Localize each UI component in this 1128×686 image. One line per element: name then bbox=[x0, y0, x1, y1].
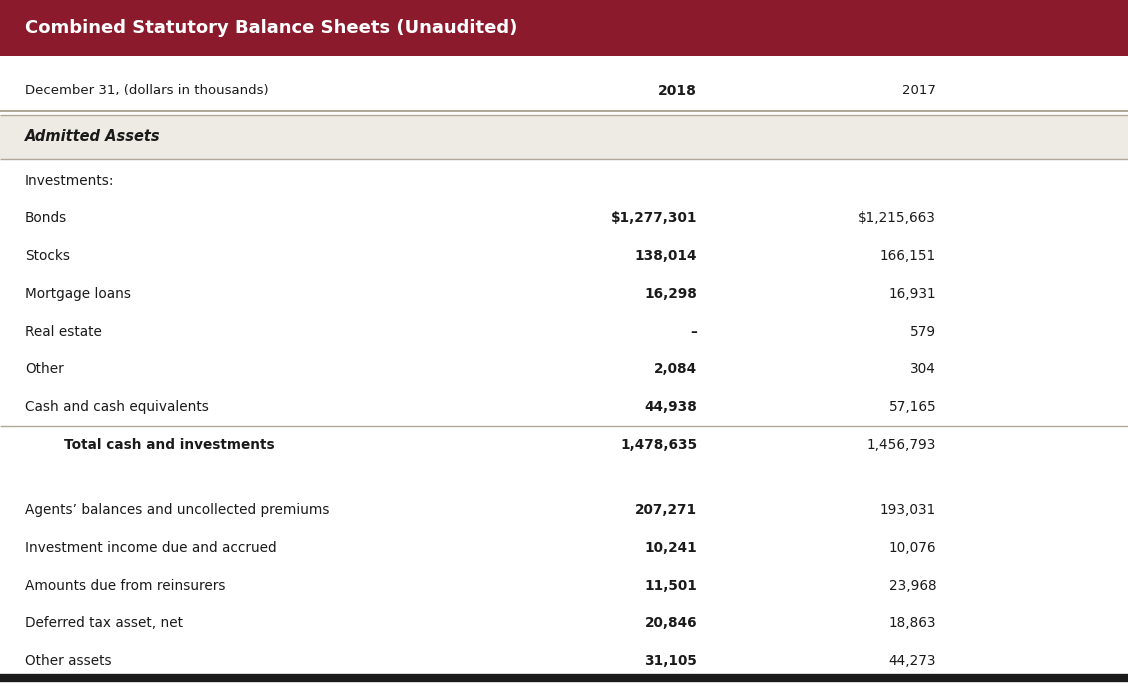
Text: Deferred tax asset, net: Deferred tax asset, net bbox=[25, 616, 183, 630]
Text: Other assets: Other assets bbox=[25, 654, 112, 668]
Text: –: – bbox=[690, 324, 697, 339]
Text: 44,273: 44,273 bbox=[889, 654, 936, 668]
FancyBboxPatch shape bbox=[0, 115, 1128, 159]
Text: December 31, (dollars in thousands): December 31, (dollars in thousands) bbox=[25, 84, 268, 97]
Text: 20,846: 20,846 bbox=[644, 616, 697, 630]
Text: Combined Statutory Balance Sheets (Unaudited): Combined Statutory Balance Sheets (Unaud… bbox=[25, 19, 518, 37]
Text: Mortgage loans: Mortgage loans bbox=[25, 287, 131, 301]
Text: Bonds: Bonds bbox=[25, 211, 67, 226]
Text: 1,478,635: 1,478,635 bbox=[620, 438, 697, 452]
Text: 1,456,793: 1,456,793 bbox=[866, 438, 936, 452]
Text: 10,241: 10,241 bbox=[644, 541, 697, 555]
Text: 2018: 2018 bbox=[659, 84, 697, 97]
Text: Admitted Assets: Admitted Assets bbox=[25, 130, 160, 144]
Text: Investments:: Investments: bbox=[25, 174, 114, 188]
Text: 2017: 2017 bbox=[902, 84, 936, 97]
Text: 44,938: 44,938 bbox=[644, 400, 697, 414]
Text: $1,215,663: $1,215,663 bbox=[858, 211, 936, 226]
Text: 31,105: 31,105 bbox=[644, 654, 697, 668]
Text: Total cash and investments: Total cash and investments bbox=[64, 438, 275, 452]
Text: Real estate: Real estate bbox=[25, 324, 102, 339]
Text: Stocks: Stocks bbox=[25, 249, 70, 263]
Text: 10,076: 10,076 bbox=[889, 541, 936, 555]
Text: 16,298: 16,298 bbox=[644, 287, 697, 301]
Text: 2,084: 2,084 bbox=[654, 362, 697, 377]
FancyBboxPatch shape bbox=[0, 0, 1128, 56]
Text: 57,165: 57,165 bbox=[889, 400, 936, 414]
Text: 11,501: 11,501 bbox=[644, 578, 697, 593]
Text: 304: 304 bbox=[910, 362, 936, 377]
Text: 138,014: 138,014 bbox=[635, 249, 697, 263]
Text: Investment income due and accrued: Investment income due and accrued bbox=[25, 541, 276, 555]
Text: 23,968: 23,968 bbox=[889, 578, 936, 593]
Text: Amounts due from reinsurers: Amounts due from reinsurers bbox=[25, 578, 226, 593]
Text: $1,277,301: $1,277,301 bbox=[610, 211, 697, 226]
Text: 16,931: 16,931 bbox=[889, 287, 936, 301]
Text: 18,863: 18,863 bbox=[889, 616, 936, 630]
Text: 207,271: 207,271 bbox=[635, 503, 697, 517]
Text: Other: Other bbox=[25, 362, 63, 377]
Text: 193,031: 193,031 bbox=[880, 503, 936, 517]
Text: Cash and cash equivalents: Cash and cash equivalents bbox=[25, 400, 209, 414]
Text: Agents’ balances and uncollected premiums: Agents’ balances and uncollected premium… bbox=[25, 503, 329, 517]
Text: 579: 579 bbox=[910, 324, 936, 339]
Text: 166,151: 166,151 bbox=[880, 249, 936, 263]
